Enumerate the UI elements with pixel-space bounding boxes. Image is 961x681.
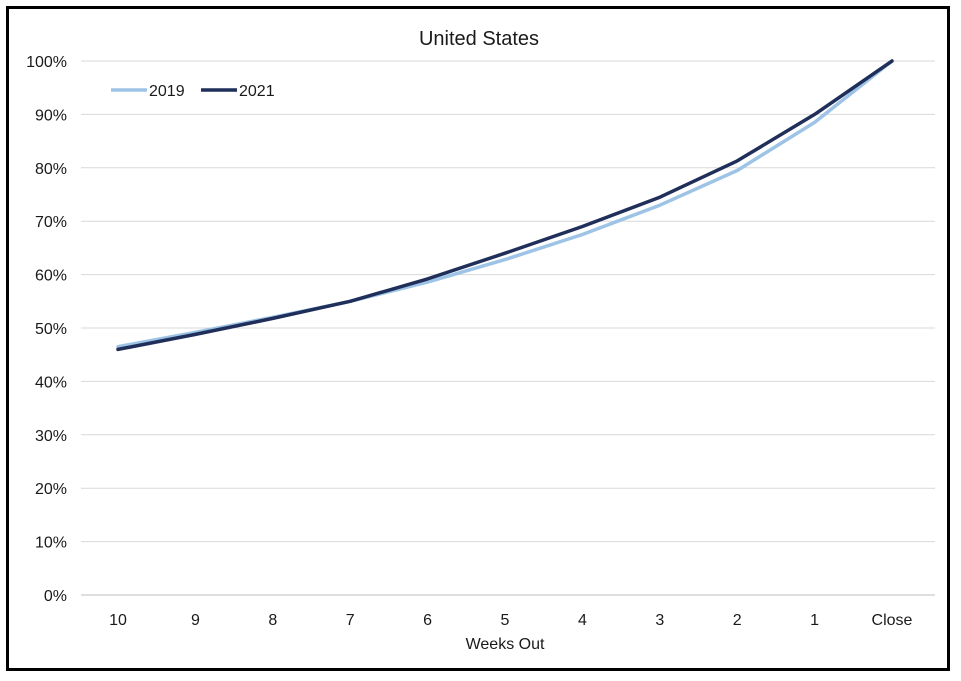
series-line-2021 — [116, 59, 894, 352]
x-tick-label: 10 — [109, 612, 127, 629]
legend: 2019 2021 — [111, 83, 275, 100]
x-tick-label: 2 — [733, 612, 742, 629]
series-line-2019 — [116, 59, 894, 349]
x-tick-label: 1 — [810, 612, 819, 629]
y-tick-label: 60% — [35, 268, 67, 285]
x-axis: 10 9 8 7 6 5 4 3 2 1 Close — [109, 612, 912, 629]
y-tick-label: 20% — [35, 481, 67, 498]
x-tick-label: 9 — [191, 612, 200, 629]
line-chart: United States 0%10%20%30%40%50%60%70%80%… — [26, 28, 935, 653]
series-lines — [116, 59, 894, 352]
y-tick-label: 70% — [35, 214, 67, 231]
y-tick-label: 0% — [44, 588, 67, 605]
y-tick-label: 50% — [35, 321, 67, 338]
x-tick-label: Close — [872, 612, 913, 629]
x-tick-label: 4 — [578, 612, 587, 629]
x-tick-label: 3 — [655, 612, 664, 629]
chart-title: United States — [419, 28, 539, 50]
x-axis-label: Weeks Out — [466, 636, 545, 653]
y-tick-label: 90% — [35, 107, 67, 124]
y-tick-label: 30% — [35, 428, 67, 445]
legend-label-2021: 2021 — [239, 83, 275, 100]
chart-frame: United States 0% 10% 20% 30% 40% 50% 60% 70% 80%… — [6, 6, 950, 671]
y-tick-label: 100% — [26, 54, 67, 71]
y-tick-label: 40% — [35, 374, 67, 391]
x-tick-label: 7 — [346, 612, 355, 629]
x-tick-label: 8 — [268, 612, 277, 629]
y-axis: 0% 10% 20% 30% 40% 50% 60% 70% 80% 90% 100% — [26, 54, 67, 605]
y-tick-label: 80% — [35, 161, 67, 178]
y-tick-label: 10% — [35, 535, 67, 552]
x-tick-label: 6 — [423, 612, 432, 629]
legend-label-2019: 2019 — [149, 83, 185, 100]
x-tick-label: 5 — [501, 612, 510, 629]
